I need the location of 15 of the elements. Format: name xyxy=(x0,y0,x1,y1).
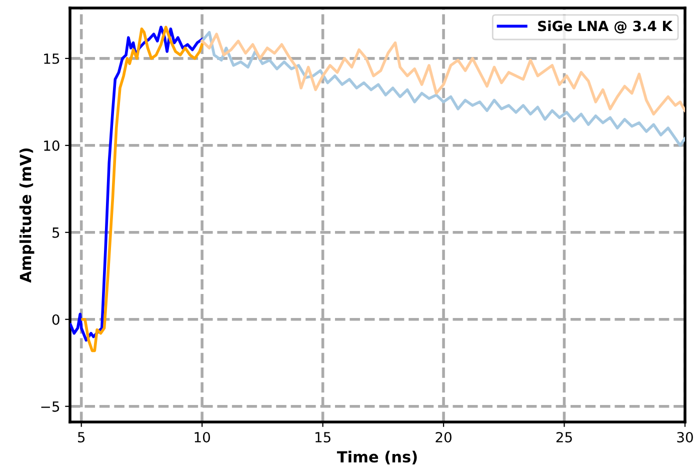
x-tick-label: 20 xyxy=(436,432,452,442)
y-tick-label: 5 xyxy=(52,228,60,238)
x-tick-label: 25 xyxy=(556,432,572,442)
x-axis-title: Time (ns) xyxy=(336,450,417,464)
line-series xyxy=(200,32,685,116)
x-tick-label: 15 xyxy=(316,432,330,442)
legend-label: SiGe LNA @ 3.4 K xyxy=(538,20,673,34)
y-tick-label: 0 xyxy=(52,314,60,325)
x-tick-label: 5 xyxy=(78,432,85,442)
y-tick-label: 15 xyxy=(44,54,60,64)
y-tick-label: −5 xyxy=(41,401,60,412)
x-tick-label: 30 xyxy=(677,432,693,442)
x-tick-label: 10 xyxy=(194,432,210,442)
y-axis-title: Amplitude (mV) xyxy=(19,148,34,283)
y-tick-label: 10 xyxy=(44,140,60,151)
